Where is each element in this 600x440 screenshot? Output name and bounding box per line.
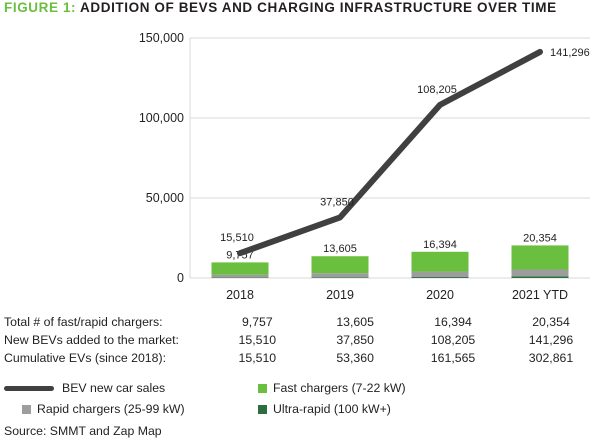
table-cell: 141,296 [528, 333, 574, 347]
legend-line-swatch [4, 386, 54, 392]
table-row: New BEVs added to the market: 15,510 37,… [4, 331, 600, 349]
bar-segment [411, 251, 469, 272]
table-cell: 161,565 [430, 351, 476, 365]
line-point [437, 102, 443, 108]
legend-item-bev-sales: BEV new car sales [4, 381, 165, 395]
legend-label: BEV new car sales [62, 381, 166, 395]
bar-data-label: 20,354 [523, 232, 557, 244]
legend-swatch-rapid [22, 405, 31, 415]
y-tick-label: 100,000 [139, 111, 184, 125]
table-cell: 16,394 [434, 315, 472, 329]
y-tick-label: 0 [177, 271, 184, 285]
legend-swatch-ultra [258, 405, 267, 415]
bar-segment [211, 262, 269, 275]
bar-segment [211, 274, 269, 278]
table-cell: 53,360 [336, 351, 374, 365]
bev-sales-line [237, 48, 543, 257]
bar-segment [511, 276, 569, 278]
x-tick-label: 2020 [426, 288, 454, 302]
bar-segment [411, 277, 469, 278]
bar-segment [411, 271, 469, 278]
chart-title: FIGURE 1: ADDITION OF BEVS AND CHARGING … [4, 0, 557, 15]
table-cell: 9,757 [241, 315, 273, 329]
y-tick-label: 50,000 [146, 191, 184, 205]
legend-item-ultra: Ultra-rapid (100 kW+) [258, 402, 391, 416]
x-tick-label: 2019 [326, 288, 354, 302]
row-label: Total # of fast/rapid chargers: [4, 315, 163, 329]
table-row: Cumulative EVs (since 2018): 15,510 53,3… [4, 349, 600, 367]
bar-segment [511, 269, 569, 277]
line-point [237, 250, 243, 256]
table-row: Total # of fast/rapid chargers: 9,757 13… [4, 313, 600, 331]
line-point [337, 214, 343, 221]
table-cell: 37,850 [336, 333, 374, 347]
legend-item-fast: Fast chargers (7-22 kW) [258, 381, 406, 395]
table-cell: 15,510 [238, 333, 277, 347]
legend-label: Ultra-rapid (100 kW+) [273, 402, 391, 416]
table-cell: 13,605 [336, 315, 374, 329]
legend-item-rapid: Rapid chargers (25-99 kW) [22, 402, 185, 416]
bar-segment [511, 245, 569, 270]
row-label: Cumulative EVs (since 2018): [4, 351, 166, 365]
table-cell: 302,861 [528, 351, 574, 365]
legend-label: Rapid chargers (25-99 kW) [37, 402, 185, 416]
legend-label: Fast chargers (7-22 kW) [273, 381, 406, 395]
source-note: Source: SMMT and Zap Map [4, 424, 162, 438]
chart-title-text: ADDITION OF BEVS AND CHARGING INFRASTRUC… [80, 0, 557, 15]
bar-segment [311, 256, 369, 274]
summary-table: Total # of fast/rapid chargers: 9,757 13… [4, 313, 600, 367]
line-point [537, 49, 543, 55]
bar-segment [311, 273, 369, 278]
table-cell: 15,510 [238, 351, 277, 365]
table-cell: 20,354 [532, 315, 570, 329]
line-data-label: 141,296 [550, 47, 590, 59]
chart: 050,000100,000150,0009,757201813,6052019… [139, 31, 590, 302]
table-cell: 108,205 [430, 333, 476, 347]
bar-segment [311, 277, 369, 278]
figure-number: FIGURE 1: [4, 0, 77, 15]
line-data-label: 108,205 [417, 84, 457, 96]
bar-data-label: 16,394 [423, 239, 457, 251]
y-tick-label: 150,000 [139, 31, 184, 45]
line-data-label: 37,850 [320, 196, 354, 208]
line-data-label: 15,510 [220, 232, 254, 244]
row-label: New BEVs added to the market: [4, 333, 179, 347]
bar-data-label: 13,605 [323, 243, 357, 255]
legend-swatch-fast [258, 384, 267, 394]
x-tick-label: 2021 YTD [512, 288, 568, 302]
x-tick-label: 2018 [226, 288, 254, 302]
